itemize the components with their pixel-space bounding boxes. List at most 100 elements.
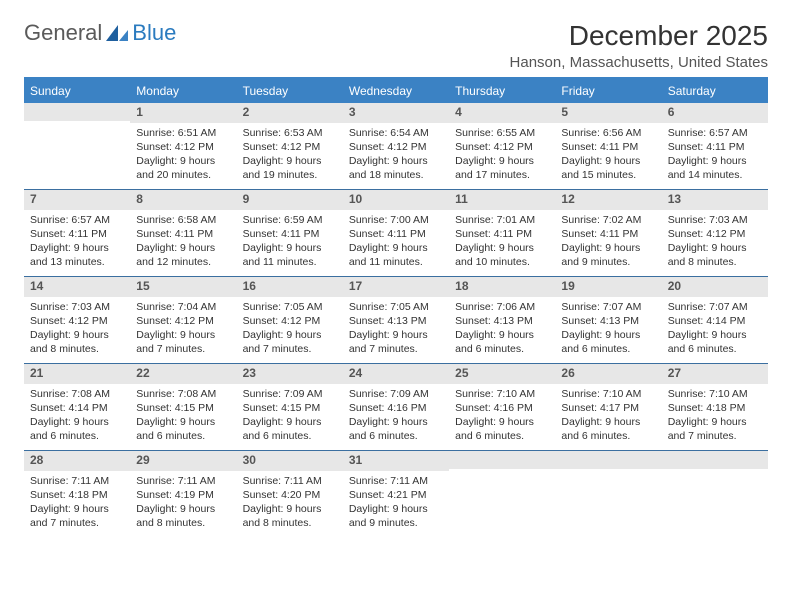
sunset-line: Sunset: 4:17 PM <box>561 401 655 415</box>
sunrise-line: Sunrise: 6:54 AM <box>349 126 443 140</box>
day-number: 7 <box>24 190 130 210</box>
sunset-line: Sunset: 4:11 PM <box>668 140 762 154</box>
sunset-line: Sunset: 4:12 PM <box>455 140 549 154</box>
logo: General Blue <box>24 20 176 46</box>
day-body: Sunrise: 6:59 AMSunset: 4:11 PMDaylight:… <box>237 210 343 276</box>
day-cell: 31Sunrise: 7:11 AMSunset: 4:21 PMDayligh… <box>343 451 449 537</box>
daylight-line: Daylight: 9 hours and 7 minutes. <box>668 415 762 443</box>
sunrise-line: Sunrise: 6:58 AM <box>136 213 230 227</box>
day-cell: 23Sunrise: 7:09 AMSunset: 4:15 PMDayligh… <box>237 364 343 450</box>
day-cell: 28Sunrise: 7:11 AMSunset: 4:18 PMDayligh… <box>24 451 130 537</box>
daylight-line: Daylight: 9 hours and 7 minutes. <box>136 328 230 356</box>
day-cell: 18Sunrise: 7:06 AMSunset: 4:13 PMDayligh… <box>449 277 555 363</box>
day-number: 12 <box>555 190 661 210</box>
day-body: Sunrise: 7:06 AMSunset: 4:13 PMDaylight:… <box>449 297 555 363</box>
day-cell: 12Sunrise: 7:02 AMSunset: 4:11 PMDayligh… <box>555 190 661 276</box>
day-number: 20 <box>662 277 768 297</box>
daylight-line: Daylight: 9 hours and 10 minutes. <box>455 241 549 269</box>
day-cell: 20 Sunrise: 7:07 AMSunset: 4:14 PMDayligh… <box>662 277 768 363</box>
sunset-line: Sunset: 4:21 PM <box>349 488 443 502</box>
daylight-line: Daylight: 9 hours and 15 minutes. <box>561 154 655 182</box>
day-body: Sunrise: 7:03 AMSunset: 4:12 PMDaylight:… <box>24 297 130 363</box>
day-number: 24 <box>343 364 449 384</box>
sunrise-line: Sunrise: 7:09 AM <box>349 387 443 401</box>
sunrise-line: Sunrise: 6:59 AM <box>243 213 337 227</box>
sunrise-line: Sunrise: 7:08 AM <box>30 387 124 401</box>
sunrise-line: Sunrise: 7:08 AM <box>136 387 230 401</box>
sunrise-line: Sunrise: 7:07 AM <box>668 300 762 314</box>
title-block: December 2025 Hanson, Massachusetts, Uni… <box>510 20 768 71</box>
day-number: 23 <box>237 364 343 384</box>
dow-cell: Thursday <box>449 79 555 103</box>
day-cell <box>449 451 555 537</box>
daylight-line: Daylight: 9 hours and 8 minutes. <box>30 328 124 356</box>
day-number: 4 <box>449 103 555 123</box>
day-body <box>662 469 768 537</box>
day-body: Sunrise: 7:02 AMSunset: 4:11 PMDaylight:… <box>555 210 661 276</box>
daylight-line: Daylight: 9 hours and 6 minutes. <box>668 328 762 356</box>
sunset-line: Sunset: 4:16 PM <box>455 401 549 415</box>
day-body: Sunrise: 7:08 AMSunset: 4:14 PMDaylight:… <box>24 384 130 450</box>
daylight-line: Daylight: 9 hours and 13 minutes. <box>30 241 124 269</box>
dow-cell: Tuesday <box>237 79 343 103</box>
logo-sail-icon <box>104 23 130 43</box>
sunset-line: Sunset: 4:12 PM <box>668 227 762 241</box>
day-cell: 3Sunrise: 6:54 AMSunset: 4:12 PMDaylight… <box>343 103 449 189</box>
day-number: 30 <box>237 451 343 471</box>
day-body: Sunrise: 7:05 AMSunset: 4:13 PMDaylight:… <box>343 297 449 363</box>
day-body: Sunrise: 7:10 AMSunset: 4:18 PMDaylight:… <box>662 384 768 450</box>
location-text: Hanson, Massachusetts, United States <box>510 54 768 71</box>
dow-cell: Sunday <box>24 79 130 103</box>
day-cell: 16Sunrise: 7:05 AMSunset: 4:12 PMDayligh… <box>237 277 343 363</box>
day-body: Sunrise: 6:54 AMSunset: 4:12 PMDaylight:… <box>343 123 449 189</box>
sunrise-line: Sunrise: 6:53 AM <box>243 126 337 140</box>
day-cell: 7Sunrise: 6:57 AMSunset: 4:11 PMDaylight… <box>24 190 130 276</box>
day-cell: 22Sunrise: 7:08 AMSunset: 4:15 PMDayligh… <box>130 364 236 450</box>
daylight-line: Daylight: 9 hours and 20 minutes. <box>136 154 230 182</box>
day-cell: 21Sunrise: 7:08 AMSunset: 4:14 PMDayligh… <box>24 364 130 450</box>
day-cell <box>555 451 661 537</box>
day-number: 19 <box>555 277 661 297</box>
sunrise-line: Sunrise: 7:07 AM <box>561 300 655 314</box>
day-cell: 9Sunrise: 6:59 AMSunset: 4:11 PMDaylight… <box>237 190 343 276</box>
day-number: 29 <box>130 451 236 471</box>
dow-cell: Monday <box>130 79 236 103</box>
sunset-line: Sunset: 4:12 PM <box>136 314 230 328</box>
sunset-line: Sunset: 4:12 PM <box>30 314 124 328</box>
day-body: Sunrise: 7:10 AMSunset: 4:16 PMDaylight:… <box>449 384 555 450</box>
day-body: Sunrise: 7:05 AMSunset: 4:12 PMDaylight:… <box>237 297 343 363</box>
day-cell: 15Sunrise: 7:04 AMSunset: 4:12 PMDayligh… <box>130 277 236 363</box>
day-body: Sunrise: 6:57 AMSunset: 4:11 PMDaylight:… <box>662 123 768 189</box>
month-title: December 2025 <box>510 20 768 52</box>
day-body: Sunrise: 6:53 AMSunset: 4:12 PMDaylight:… <box>237 123 343 189</box>
week-row: 21Sunrise: 7:08 AMSunset: 4:14 PMDayligh… <box>24 363 768 450</box>
sunset-line: Sunset: 4:20 PM <box>243 488 337 502</box>
daylight-line: Daylight: 9 hours and 12 minutes. <box>136 241 230 269</box>
dow-cell: Wednesday <box>343 79 449 103</box>
daylight-line: Daylight: 9 hours and 7 minutes. <box>30 502 124 530</box>
daylight-line: Daylight: 9 hours and 7 minutes. <box>349 328 443 356</box>
day-cell: 29Sunrise: 7:11 AMSunset: 4:19 PMDayligh… <box>130 451 236 537</box>
day-body: Sunrise: 6:57 AMSunset: 4:11 PMDaylight:… <box>24 210 130 276</box>
day-number <box>449 451 555 469</box>
day-cell <box>662 451 768 537</box>
sunset-line: Sunset: 4:14 PM <box>668 314 762 328</box>
header: General Blue December 2025 Hanson, Massa… <box>24 20 768 71</box>
day-number: 13 <box>662 190 768 210</box>
sunset-line: Sunset: 4:11 PM <box>561 140 655 154</box>
sunrise-line: Sunrise: 7:11 AM <box>243 474 337 488</box>
sunrise-line: Sunrise: 7:00 AM <box>349 213 443 227</box>
day-number: 5 <box>555 103 661 123</box>
sunrise-line: Sunrise: 6:57 AM <box>668 126 762 140</box>
day-body: Sunrise: 7:00 AMSunset: 4:11 PMDaylight:… <box>343 210 449 276</box>
week-row: 28Sunrise: 7:11 AMSunset: 4:18 PMDayligh… <box>24 450 768 537</box>
day-cell: 30Sunrise: 7:11 AMSunset: 4:20 PMDayligh… <box>237 451 343 537</box>
sunrise-line: Sunrise: 7:06 AM <box>455 300 549 314</box>
sunset-line: Sunset: 4:14 PM <box>30 401 124 415</box>
day-body <box>555 469 661 537</box>
day-number: 28 <box>24 451 130 471</box>
day-number: 31 <box>343 451 449 471</box>
sunrise-line: Sunrise: 6:56 AM <box>561 126 655 140</box>
day-number: 26 <box>555 364 661 384</box>
sunrise-line: Sunrise: 7:11 AM <box>30 474 124 488</box>
